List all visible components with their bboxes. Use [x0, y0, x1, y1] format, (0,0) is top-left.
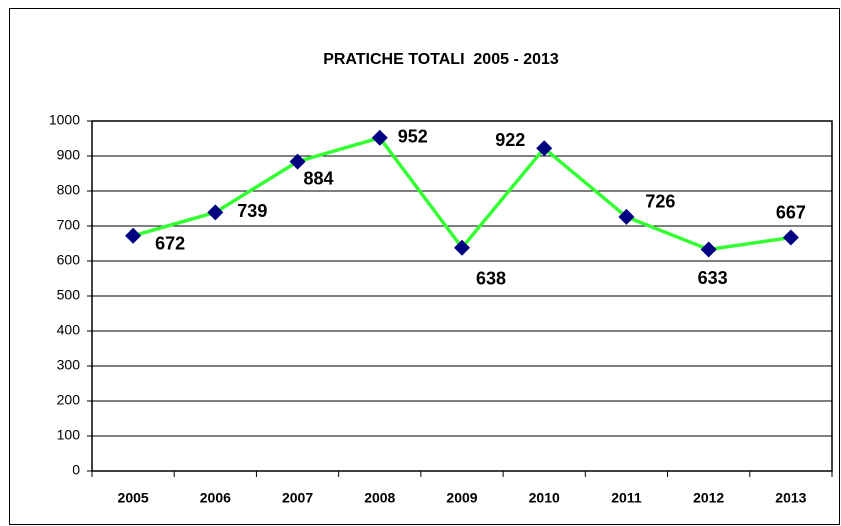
x-tick-label: 2012 [693, 490, 724, 506]
y-tick-label: 200 [57, 392, 81, 408]
data-label: 922 [495, 130, 525, 150]
y-tick-label: 100 [57, 427, 81, 443]
marker [700, 241, 717, 258]
y-tick-label: 1000 [49, 112, 80, 128]
y-tick-label: 300 [57, 357, 81, 373]
data-label: 667 [776, 202, 806, 222]
x-tick-label: 2009 [446, 490, 477, 506]
marker [618, 208, 635, 225]
marker [782, 229, 799, 246]
data-label: 884 [304, 168, 334, 188]
y-tick-label: 600 [57, 252, 81, 268]
data-label: 952 [398, 127, 428, 147]
marker [454, 239, 470, 256]
y-tick-label: 500 [57, 287, 81, 303]
marker [371, 129, 388, 146]
marker [536, 140, 553, 157]
marker [125, 227, 142, 244]
data-label: 672 [155, 234, 185, 254]
marker [289, 153, 306, 170]
data-label: 633 [698, 268, 728, 288]
marker [207, 204, 224, 221]
data-label: 638 [476, 268, 506, 288]
chart-title: PRATICHE TOTALI 2005 - 2013 [323, 51, 559, 68]
x-tick-label: 2005 [118, 490, 149, 506]
x-tick-label: 2011 [611, 490, 642, 506]
x-tick-label: 2007 [282, 490, 313, 506]
data-label: 726 [645, 192, 675, 212]
chart-border [9, 8, 840, 525]
y-tick-label: 800 [57, 182, 81, 198]
plot-area [91, 120, 833, 472]
y-tick-label: 400 [57, 322, 81, 338]
y-tick-label: 0 [72, 462, 80, 478]
x-tick-label: 2013 [775, 490, 806, 506]
data-label: 739 [237, 201, 267, 221]
y-tick-label: 700 [57, 217, 81, 233]
x-tick-label: 2010 [529, 490, 560, 506]
x-tick-label: 2008 [364, 490, 395, 506]
y-tick-label: 900 [57, 147, 81, 163]
x-tick-label: 2006 [200, 490, 231, 506]
